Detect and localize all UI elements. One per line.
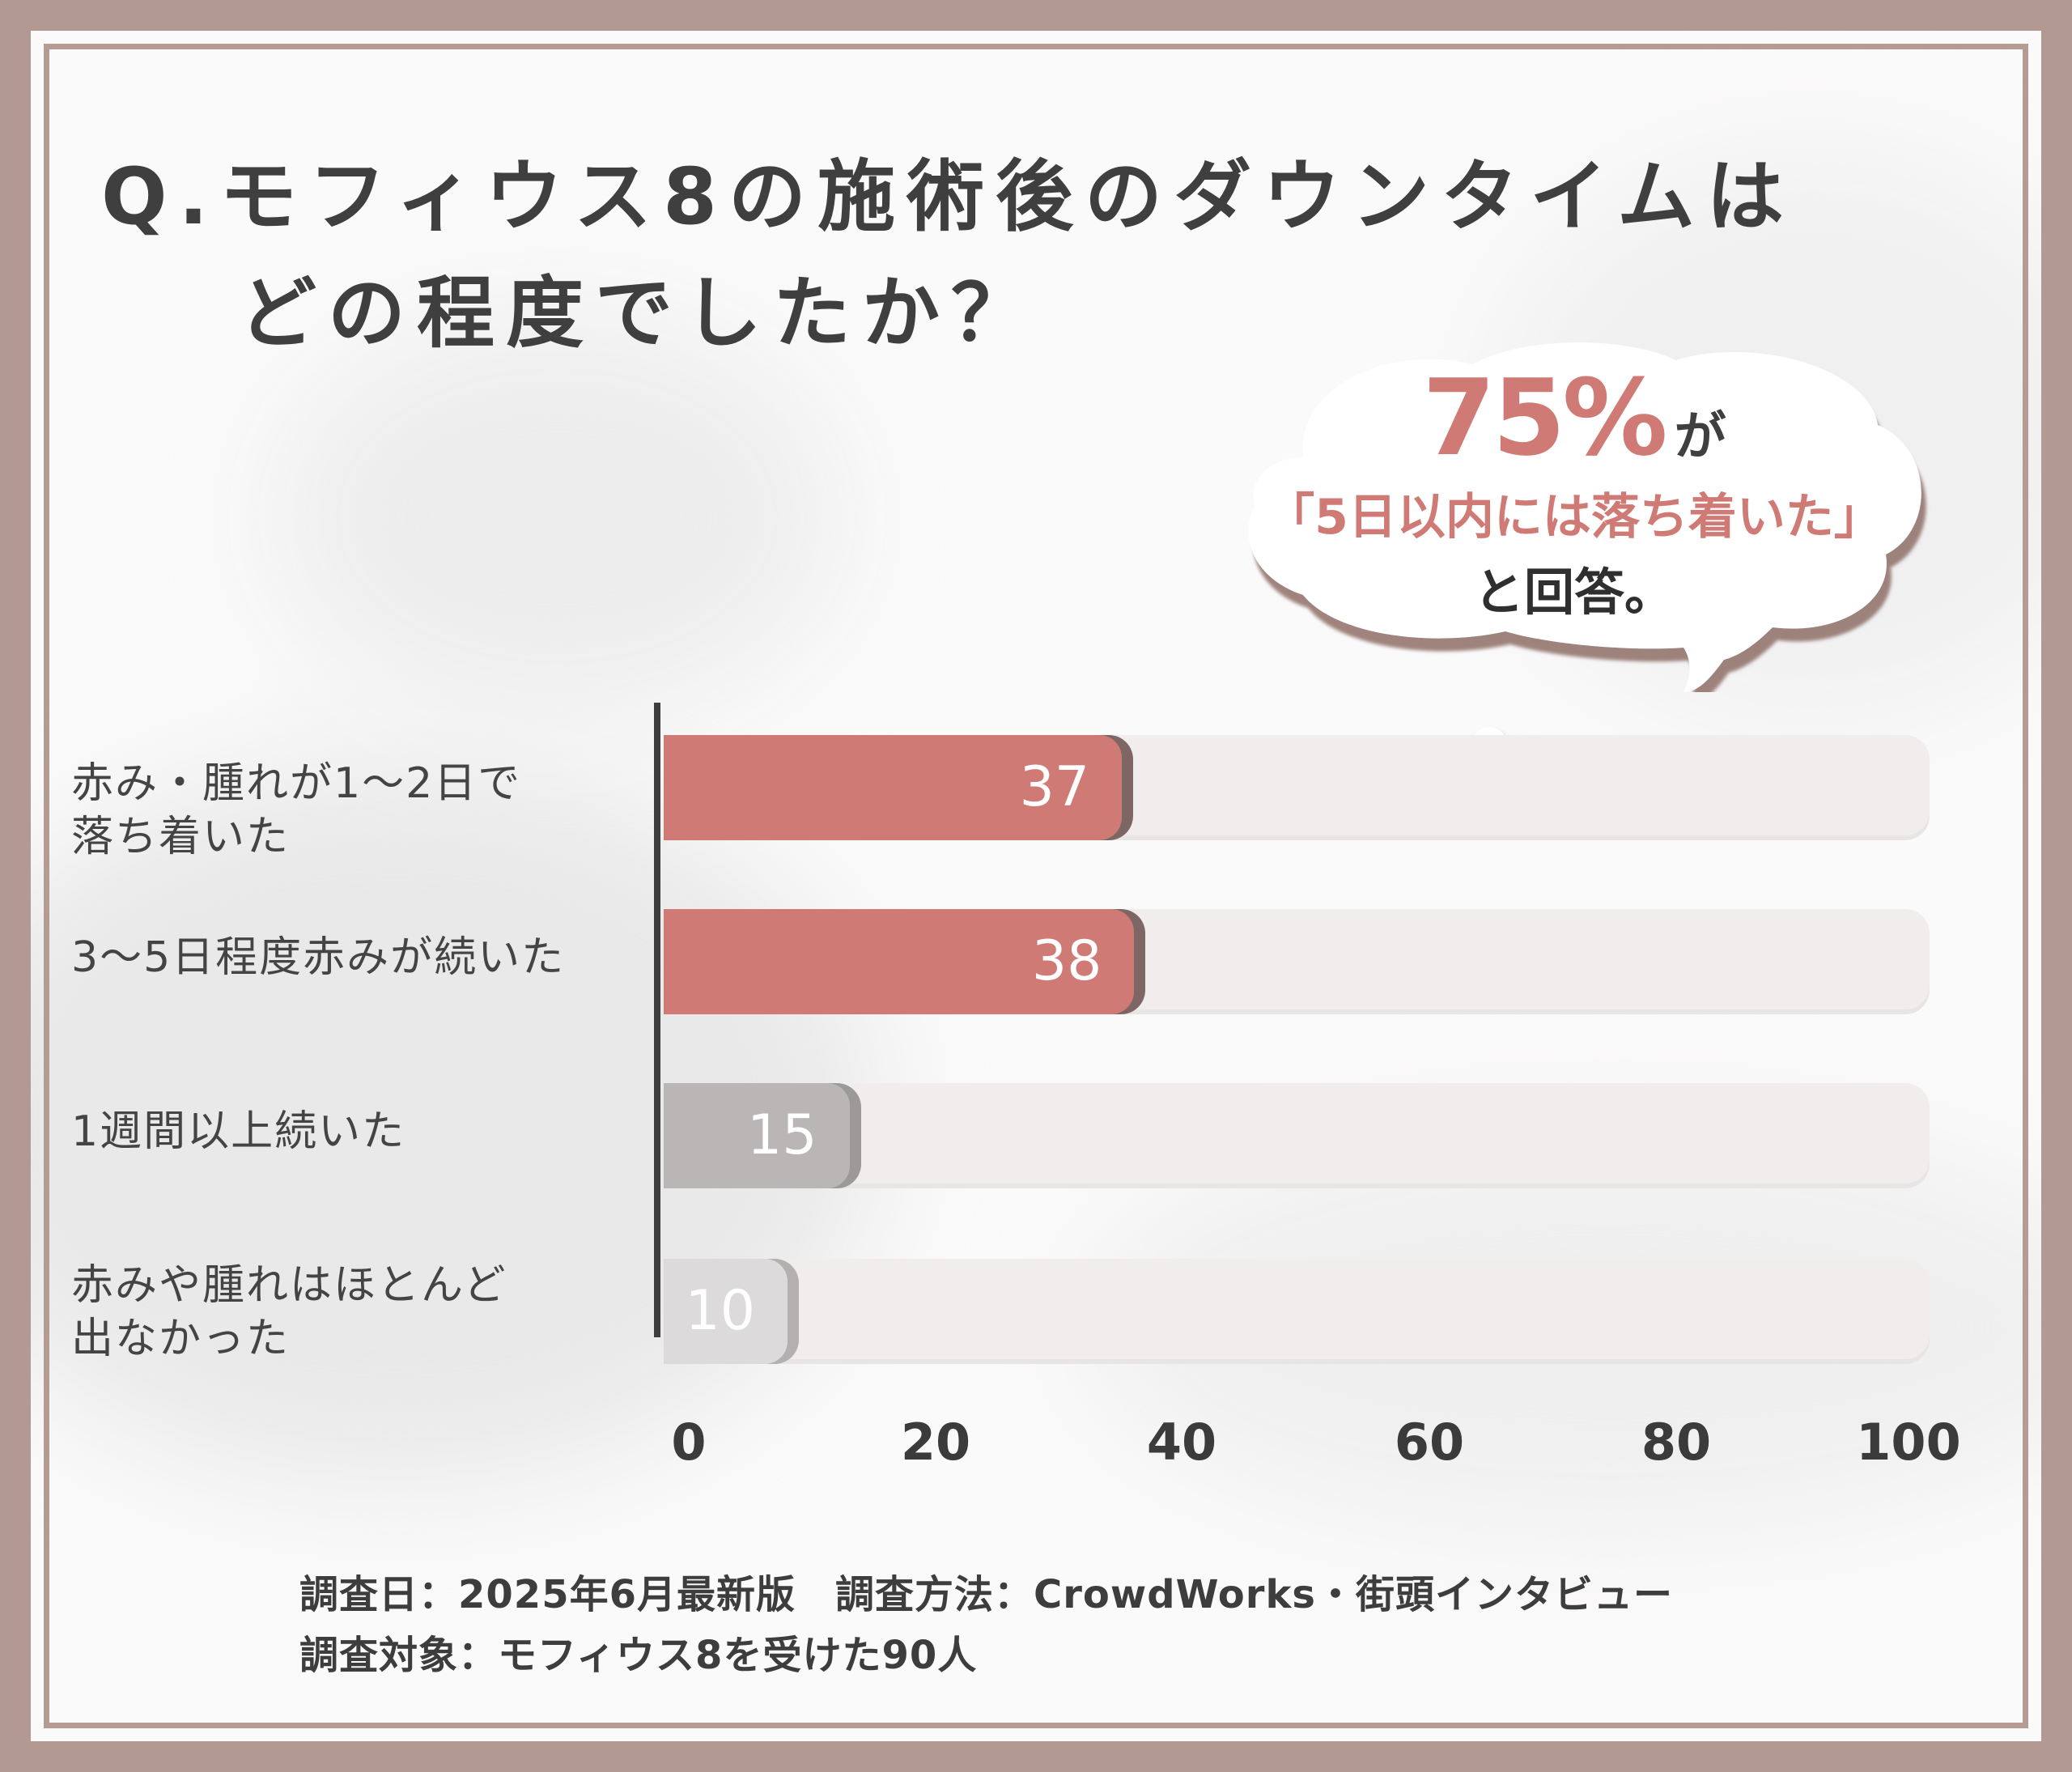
y-axis-line xyxy=(654,703,660,1337)
category-label: 赤み・腫れが1〜2日で 落ち着いた xyxy=(71,759,522,861)
bar-1 xyxy=(664,735,1123,840)
callout-percent: 75% xyxy=(1422,356,1667,479)
x-tick-label: 60 xyxy=(1394,1413,1465,1472)
x-tick-label: 40 xyxy=(1146,1413,1217,1472)
bar-2 xyxy=(664,909,1135,1014)
bar-value-label: 38 xyxy=(1031,929,1102,993)
x-tick-label: 80 xyxy=(1641,1413,1712,1472)
bar-track xyxy=(664,1259,1930,1364)
bar-track xyxy=(664,1083,1930,1188)
x-tick-label: 100 xyxy=(1856,1413,1961,1472)
x-tick-label: 0 xyxy=(671,1413,707,1472)
speech-bubble xyxy=(1248,342,1921,692)
x-tick-label: 20 xyxy=(900,1413,971,1472)
survey-info-line-2: 調査対象：モフィウス8を受けた90人 xyxy=(299,1633,978,1678)
bar-value-label: 37 xyxy=(1019,755,1090,819)
title-line-1: Q.モフィウス8の施術後のダウンタイムは xyxy=(101,151,1796,242)
bar-value-label: 15 xyxy=(746,1103,817,1167)
callout-answer: と回答。 xyxy=(1473,563,1675,622)
category-label: 赤みや腫れはほとんど 出なかった xyxy=(71,1261,507,1363)
callout-text: 75% が 「5日以内には落ち着いた」 と回答。 xyxy=(1206,356,1942,624)
callout-suffix: が xyxy=(1674,407,1726,467)
bar-value-label: 10 xyxy=(685,1279,755,1343)
chart-title: Q.モフィウス8の施術後のダウンタイムは どの程度でしたか？ xyxy=(101,158,1795,352)
category-label: 1週間以上続いた xyxy=(71,1107,406,1156)
callout-quote: 「5日以内には落ち着いた」 xyxy=(1266,489,1883,546)
background-shadow xyxy=(274,314,840,719)
inner-border xyxy=(44,44,2028,1728)
category-label: 3〜5日程度赤みが続いた xyxy=(71,933,566,982)
bar-4 xyxy=(664,1259,788,1364)
survey-info-line-1: 調査日：2025年6月最新版 調査方法：CrowdWorks・街頭インタビュー xyxy=(299,1572,1673,1617)
title-line-2: どの程度でしたか？ xyxy=(239,268,1040,359)
bar-3 xyxy=(664,1083,850,1188)
